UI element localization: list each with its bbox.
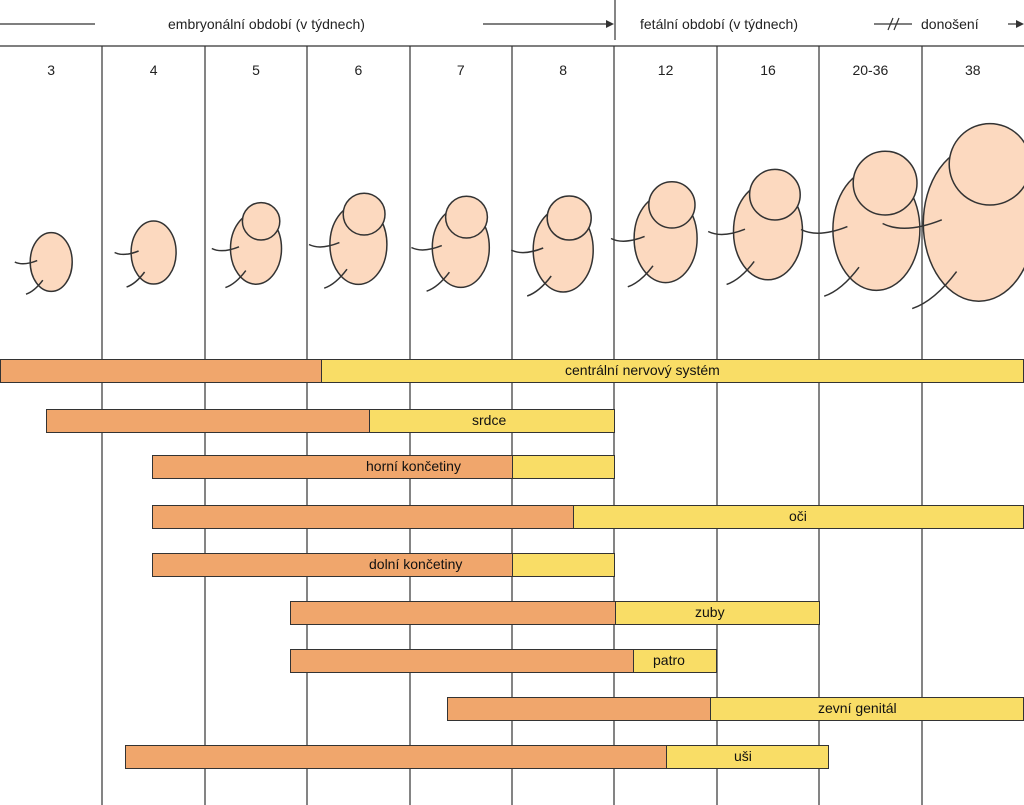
organ-bar: zuby <box>0 601 1024 625</box>
critical-period-segment <box>125 745 667 769</box>
organ-bar: oči <box>0 505 1024 529</box>
embryo-illustration <box>14 231 73 295</box>
sensitive-period-segment <box>369 409 615 433</box>
organ-label: centrální nervový systém <box>565 362 720 378</box>
organ-bar: patro <box>0 649 1024 673</box>
organ-label: patro <box>653 652 685 668</box>
critical-period-segment <box>447 697 711 721</box>
embryo-illustration <box>800 150 921 297</box>
sensitive-period-segment <box>512 553 615 577</box>
critical-period-segment <box>152 505 574 529</box>
fetal-period-label: fetální období (v týdnech) <box>640 16 798 32</box>
organ-bar: centrální nervový systém <box>0 359 1024 383</box>
sensitive-period-segment <box>633 649 717 673</box>
week-label: 12 <box>657 62 674 78</box>
embryo-illustration <box>211 201 283 289</box>
embryo-illustration <box>610 181 698 288</box>
organ-label: uši <box>734 748 752 764</box>
week-label: 3 <box>47 62 56 78</box>
organ-bar: zevní genitál <box>0 697 1024 721</box>
critical-period-segment <box>46 409 370 433</box>
organ-label: zuby <box>695 604 725 620</box>
week-label: 4 <box>149 62 158 78</box>
embryo-illustration <box>308 192 388 289</box>
critical-period-segment <box>152 553 513 577</box>
organ-bar: horní končetiny <box>0 455 1024 479</box>
critical-period-segment <box>290 601 616 625</box>
critical-period-segment <box>152 455 513 479</box>
week-label: 20-36 <box>852 62 889 78</box>
sensitive-period-segment <box>615 601 820 625</box>
embryo-illustration <box>510 195 594 297</box>
organ-label: zevní genitál <box>818 700 897 716</box>
critical-period-segment <box>290 649 634 673</box>
critical-period-segment <box>0 359 322 383</box>
week-label: 38 <box>965 62 981 78</box>
embryo-illustration <box>882 122 1024 310</box>
organ-label: horní končetiny <box>366 458 461 474</box>
organ-label: oči <box>789 508 807 524</box>
embryonic-period-label: embryonální období (v týdnech) <box>168 16 365 32</box>
week-label: 5 <box>252 62 260 78</box>
sensitive-period-segment <box>321 359 1024 383</box>
organ-label: srdce <box>472 412 507 428</box>
sensitive-period-segment <box>710 697 1024 721</box>
week-label: 16 <box>760 62 776 78</box>
organ-bar: srdce <box>0 409 1024 433</box>
organ-bar: uši <box>0 745 1024 769</box>
sensitive-period-segment <box>573 505 1024 529</box>
sensitive-period-segment <box>512 455 615 479</box>
week-label: 8 <box>559 62 568 78</box>
organ-bar: dolní končetiny <box>0 553 1024 577</box>
week-label: 7 <box>456 62 465 78</box>
term-label: donošení <box>921 16 979 32</box>
sensitive-period-segment <box>666 745 829 769</box>
organ-label: dolní končetiny <box>369 556 463 572</box>
embryo-illustration <box>114 220 177 288</box>
embryo-illustration <box>707 168 804 286</box>
embryo-illustration <box>411 195 491 292</box>
week-label: 6 <box>354 62 363 78</box>
